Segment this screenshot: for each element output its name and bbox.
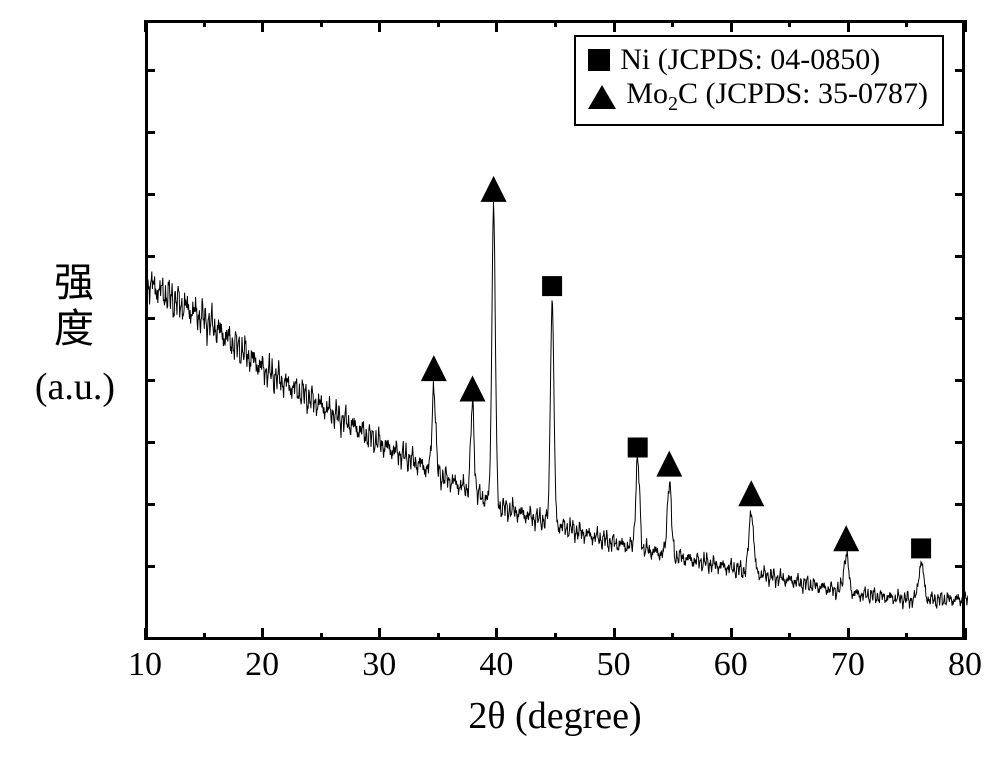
x-tick-mark-top xyxy=(495,20,498,32)
x-tick-mark xyxy=(495,628,498,640)
x-tick-mark xyxy=(261,628,264,640)
x-tick-mark xyxy=(905,633,908,640)
legend-label: Mo2C (JCPDS: 35-0787) xyxy=(626,77,928,116)
x-tick-mark xyxy=(554,633,557,640)
y-tick-mark-right xyxy=(955,379,965,382)
x-tick-mark-top xyxy=(144,20,147,32)
x-tick-mark xyxy=(320,633,323,640)
x-tick-mark-top xyxy=(261,20,264,32)
x-tick-mark-top xyxy=(437,20,440,27)
legend-item: Ni (JCPDS: 04-0850) xyxy=(588,43,928,77)
triangle-marker-icon xyxy=(588,85,616,109)
x-tick-mark-top xyxy=(905,20,908,27)
ylabel-cn-1: 强 xyxy=(20,260,130,306)
peak-marker-square xyxy=(628,438,648,458)
x-tick-mark xyxy=(378,628,381,640)
x-tick-mark xyxy=(847,628,850,640)
square-marker-icon xyxy=(588,49,610,71)
y-axis-label: 强 度 (a.u.) xyxy=(20,260,130,410)
x-tick-mark-top xyxy=(847,20,850,32)
x-tick-label: 30 xyxy=(362,646,396,684)
peak-marker-triangle xyxy=(481,176,507,202)
x-tick-mark-top xyxy=(730,20,733,32)
legend-label: Ni (JCPDS: 04-0850) xyxy=(620,43,880,77)
x-tick-mark-top xyxy=(671,20,674,27)
peak-marker-triangle xyxy=(656,451,682,477)
y-tick-mark-right xyxy=(955,131,965,134)
x-tick-mark-top xyxy=(203,20,206,27)
legend-box: Ni (JCPDS: 04-0850)Mo2C (JCPDS: 35-0787) xyxy=(574,35,944,126)
x-tick-label: 20 xyxy=(245,646,279,684)
x-tick-mark xyxy=(144,628,147,640)
x-tick-label: 80 xyxy=(948,646,982,684)
y-tick-mark xyxy=(145,441,155,444)
x-tick-mark-top xyxy=(554,20,557,27)
x-tick-mark xyxy=(730,628,733,640)
peak-marker-triangle xyxy=(421,355,447,381)
x-tick-mark xyxy=(788,633,791,640)
y-tick-mark xyxy=(145,565,155,568)
peak-marker-triangle xyxy=(738,480,764,506)
legend-item: Mo2C (JCPDS: 35-0787) xyxy=(588,77,928,116)
plot-area: Ni (JCPDS: 04-0850)Mo2C (JCPDS: 35-0787) xyxy=(145,20,965,640)
x-tick-mark xyxy=(671,633,674,640)
y-tick-mark-right xyxy=(955,317,965,320)
x-tick-label: 70 xyxy=(831,646,865,684)
x-tick-mark xyxy=(437,633,440,640)
y-tick-mark-right xyxy=(955,193,965,196)
y-tick-mark xyxy=(145,503,155,506)
y-tick-mark xyxy=(145,131,155,134)
x-tick-mark xyxy=(203,633,206,640)
y-tick-mark-right xyxy=(955,503,965,506)
y-tick-mark-right xyxy=(955,441,965,444)
y-tick-mark-right xyxy=(955,565,965,568)
xrd-figure: 强 度 (a.u.) Ni (JCPDS: 04-0850)Mo2C (JCPD… xyxy=(0,0,1000,764)
y-tick-mark xyxy=(145,379,155,382)
x-tick-mark-top xyxy=(378,20,381,32)
y-tick-mark-right xyxy=(955,69,965,72)
peak-marker-square xyxy=(542,276,562,296)
x-tick-label: 60 xyxy=(714,646,748,684)
x-tick-mark-top xyxy=(788,20,791,27)
x-axis-label: 2θ (degree) xyxy=(145,694,965,738)
x-tick-mark xyxy=(613,628,616,640)
x-tick-label: 10 xyxy=(128,646,162,684)
x-tick-mark-top xyxy=(320,20,323,27)
x-tick-label: 40 xyxy=(479,646,513,684)
y-tick-mark xyxy=(145,193,155,196)
x-tick-mark-top xyxy=(613,20,616,32)
y-tick-mark xyxy=(145,317,155,320)
y-tick-mark-right xyxy=(955,255,965,258)
peak-marker-triangle xyxy=(460,376,486,402)
x-tick-mark-top xyxy=(964,20,967,32)
peak-marker-square xyxy=(911,538,931,558)
y-tick-mark xyxy=(145,255,155,258)
ylabel-cn-2: 度 xyxy=(20,306,130,352)
ylabel-unit: (a.u.) xyxy=(20,366,130,410)
x-tick-mark xyxy=(964,628,967,640)
x-tick-label: 50 xyxy=(597,646,631,684)
peak-marker-triangle xyxy=(833,525,859,551)
y-tick-mark xyxy=(145,69,155,72)
